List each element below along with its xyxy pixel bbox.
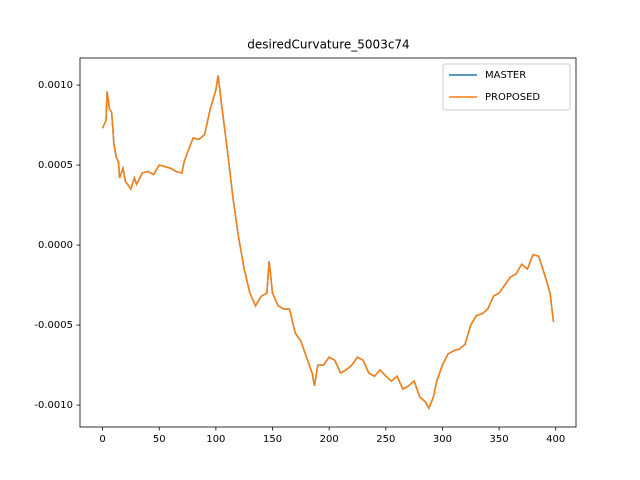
x-tick-label: 100 <box>206 434 225 445</box>
y-tick-label: -0.0010 <box>34 400 73 411</box>
chart-title: desiredCurvature_5003c74 <box>247 38 409 52</box>
plot-area <box>79 57 577 428</box>
series-line <box>101 75 555 411</box>
y-tick-label: -0.0005 <box>34 320 73 331</box>
x-tick-label: 200 <box>320 434 339 445</box>
x-tick-label: 350 <box>490 434 509 445</box>
x-tick-label: 300 <box>433 434 452 445</box>
y-tick-label: 0.0005 <box>38 160 73 171</box>
y-tick-label: 0.0000 <box>38 240 73 251</box>
x-tick-label: 0 <box>99 434 105 445</box>
x-tick-label: 50 <box>153 434 166 445</box>
legend-label: MASTER <box>485 70 526 81</box>
legend-label: PROPOSED <box>485 92 540 103</box>
x-tick-label: 400 <box>546 434 565 445</box>
x-tick-label: 250 <box>376 434 395 445</box>
y-tick-label: 0.0010 <box>38 80 73 91</box>
x-tick-label: 150 <box>263 434 282 445</box>
